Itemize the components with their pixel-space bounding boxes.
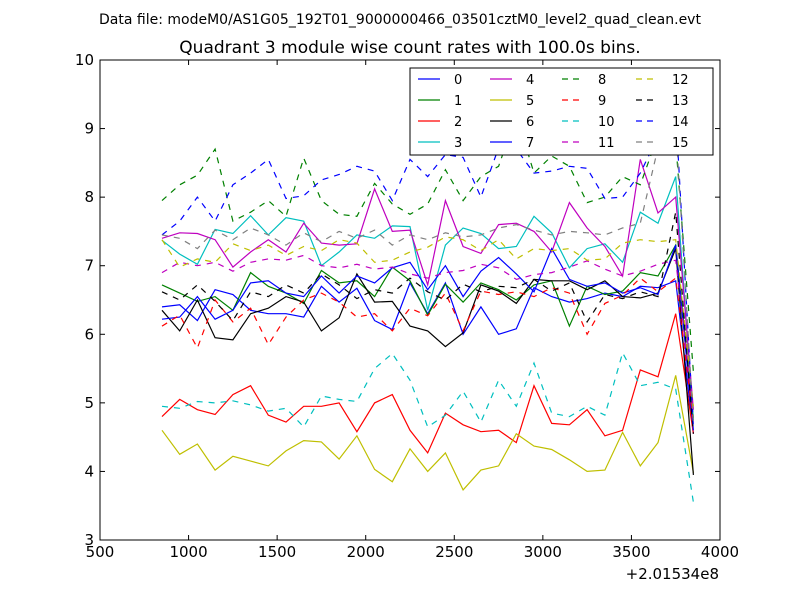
x-tick-label: 3000 <box>524 543 562 561</box>
legend-label-13: 13 <box>672 94 689 109</box>
figure-suptitle: Data file: modeM0/AS1G05_192T01_90000004… <box>99 12 701 28</box>
legend-label-15: 15 <box>672 136 689 151</box>
y-tick-label: 8 <box>84 188 94 206</box>
legend-label-14: 14 <box>672 115 689 130</box>
series-line-5 <box>161 375 694 491</box>
legend-label-10: 10 <box>598 115 615 130</box>
x-tick-label: 2000 <box>347 543 385 561</box>
y-tick-label: 9 <box>84 120 94 138</box>
series-line-10 <box>161 351 694 503</box>
x-tick-label: 1000 <box>169 543 207 561</box>
series-line-12 <box>161 236 694 407</box>
series-line-14 <box>161 109 694 427</box>
series-line-11 <box>161 254 694 414</box>
y-tick-label: 4 <box>84 462 94 480</box>
legend-label-6: 6 <box>526 115 534 130</box>
legend-frame <box>409 67 714 156</box>
series-line-6 <box>161 248 694 475</box>
x-tick-label: 4000 <box>701 543 739 561</box>
series-line-8 <box>161 112 694 373</box>
axes-frame <box>99 59 721 541</box>
x-tick-label: 1500 <box>258 543 296 561</box>
series-line-2 <box>161 313 694 455</box>
legend-label-1: 1 <box>454 94 462 109</box>
legend-label-5: 5 <box>526 94 534 109</box>
series-line-4 <box>161 159 694 410</box>
y-tick-label: 10 <box>75 51 94 69</box>
series-line-9 <box>161 276 694 423</box>
legend-label-11: 11 <box>598 136 615 151</box>
legend-label-0: 0 <box>454 73 462 88</box>
series-line-3 <box>161 176 694 421</box>
legend-label-12: 12 <box>672 73 689 88</box>
x-offset-label: +2.01534e8 <box>626 565 719 583</box>
series-line-7 <box>161 244 694 431</box>
plot-area: 500 1000 1500 2000 2500 3000 3500 4000345678910… <box>75 51 739 583</box>
series-line-0 <box>161 279 694 434</box>
x-tick-label: 2500 <box>435 543 473 561</box>
legend-label-8: 8 <box>598 73 606 88</box>
legend-label-4: 4 <box>526 73 534 88</box>
chart-title: Quadrant 3 module wise count rates with … <box>179 38 640 58</box>
legend-label-3: 3 <box>454 136 462 151</box>
x-tick-label: 500 <box>86 543 115 561</box>
legend-label-7: 7 <box>526 136 534 151</box>
y-tick-label: 7 <box>84 257 94 275</box>
series-line-13 <box>161 212 694 434</box>
y-tick-label: 6 <box>84 325 94 343</box>
x-tick-label: 3500 <box>612 543 650 561</box>
legend-label-2: 2 <box>454 115 462 130</box>
y-tick-label: 5 <box>84 394 94 412</box>
y-tick-label: 3 <box>84 531 94 549</box>
legend-label-9: 9 <box>598 94 606 109</box>
series-lines <box>161 109 694 503</box>
